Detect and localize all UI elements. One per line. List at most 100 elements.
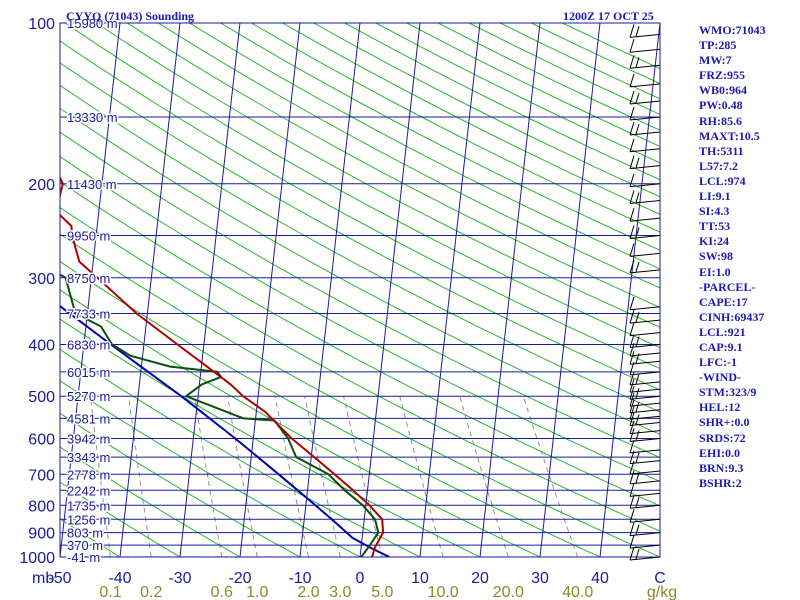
- pressure-tick-label: 800: [28, 498, 55, 515]
- wind-barb: [629, 439, 661, 454]
- index-ki: KI:24: [699, 234, 729, 249]
- index-cinh: CINH:69437: [699, 309, 765, 324]
- wind-barb: [629, 243, 661, 257]
- station-title: CYYQ (71043) Sounding: [66, 9, 195, 23]
- index-tt: TT:53: [699, 219, 731, 234]
- height-label: 1735 m: [67, 498, 110, 513]
- index-pw: PW:0.48: [699, 98, 743, 113]
- index-wb0: WB0:964: [699, 83, 747, 98]
- wind-barb: [629, 334, 661, 348]
- wind-barb: [629, 39, 661, 53]
- parcel-heading: -PARCEL-: [699, 279, 756, 294]
- wind-barb: [629, 483, 661, 497]
- index-hel: HEL:12: [699, 400, 741, 415]
- sounding-time: 1200Z 17 OCT 25: [563, 9, 654, 23]
- temperature-tick-label: 20: [471, 570, 489, 587]
- wind-barb: [629, 190, 661, 205]
- wind-barb: [629, 309, 661, 324]
- index-l57: L57:7.2: [699, 158, 738, 173]
- wind-barb: [629, 322, 661, 337]
- wind-barb: [629, 460, 661, 475]
- mixing-ratio-label: 3.0: [329, 584, 351, 600]
- pressure-tick-label: 700: [28, 467, 55, 484]
- temperature-trace: [60, 175, 385, 557]
- mixing-ratio-label: 1.0: [246, 584, 268, 600]
- isotherm: [179, 23, 241, 557]
- wind-barb: [629, 73, 661, 88]
- wind-barb: [629, 208, 661, 222]
- height-label: 8750 m: [67, 271, 110, 286]
- pressure-tick-label: 900: [28, 526, 55, 543]
- index-wmo: WMO:71043: [699, 23, 766, 37]
- pressure-tick-label: 600: [28, 432, 55, 449]
- plot-border: [59, 22, 661, 558]
- isotherm: [119, 23, 181, 557]
- temperature-tick-label: -40: [108, 570, 131, 587]
- temperature-tick-label: -50: [48, 570, 71, 587]
- index-bshr: BSHR:2: [699, 475, 742, 490]
- wind-barb: [629, 420, 661, 435]
- index-si: SI:4.3: [699, 204, 730, 219]
- plot-area: [60, 23, 660, 557]
- height-label: 370 m: [67, 538, 103, 553]
- wind-barb: [629, 379, 661, 393]
- pressure-tick-label: 500: [28, 389, 55, 406]
- x-axis-unit: C: [654, 570, 666, 587]
- wind-barb: [629, 90, 661, 105]
- wind-barb: [629, 24, 661, 38]
- pressure-tick-label: 200: [28, 177, 55, 194]
- mixing-ratio-label: 0.1: [99, 584, 121, 600]
- pressure-tick-label: 400: [28, 338, 55, 355]
- isotherm: [479, 23, 541, 557]
- wind-barb: [629, 386, 661, 400]
- wind-barb: [629, 55, 661, 69]
- index-cap: CAP:9.1: [699, 339, 743, 354]
- height-label: 4581 m: [67, 411, 110, 426]
- height-label: 2778 m: [67, 467, 110, 482]
- wind-barb: [629, 495, 661, 509]
- index-tp: TP:285: [699, 38, 737, 53]
- wind-barb: [629, 225, 661, 239]
- wind-barb: [629, 392, 661, 407]
- mixing-ratio-label: 5.0: [371, 584, 393, 600]
- index-li: LI:9.1: [699, 189, 731, 204]
- mixing-ratio-label: 20.0: [493, 584, 524, 600]
- wind-heading: -WIND-: [699, 370, 741, 385]
- index-parcel-lcl: LCL:921: [699, 324, 746, 339]
- index-sw: SW:98: [699, 249, 734, 264]
- pressure-tick-label: 300: [28, 271, 55, 288]
- wind-barb: [629, 259, 661, 274]
- wind-barb: [629, 399, 661, 414]
- height-label: 13330 m: [67, 110, 118, 125]
- index-lfc: LFC:-1: [699, 355, 737, 370]
- height-label: 9950 m: [67, 228, 110, 243]
- isotherm: [359, 23, 421, 557]
- height-label: 1256 m: [67, 512, 110, 527]
- height-label: 3343 m: [67, 450, 110, 465]
- index-ei: EI:1.0: [699, 264, 731, 279]
- isotherm: [599, 23, 660, 557]
- index-frz: FRZ:955: [699, 68, 745, 83]
- index-brn: BRN:9.3: [699, 460, 744, 475]
- parcel-trace: [60, 304, 390, 557]
- isotherm: [539, 23, 601, 557]
- wind-barb: [629, 106, 661, 121]
- height-label: 2242 m: [67, 483, 110, 498]
- x-axis-prefix: mb: [32, 570, 54, 587]
- index-th: TH:5311: [699, 143, 744, 158]
- wind-barb: [629, 361, 661, 376]
- temperature-tick-label: -30: [168, 570, 191, 587]
- index-srds: SRDS:72: [699, 430, 746, 445]
- isotherm: [419, 23, 481, 557]
- wind-barb: [629, 450, 661, 465]
- index-rh: RH:85.6: [699, 113, 742, 128]
- wind-barb: [629, 173, 661, 188]
- index-lcl: LCL:974: [699, 173, 746, 188]
- mixing-ratio-unit: g/kg: [647, 584, 677, 600]
- temperature-tick-label: 10: [411, 570, 429, 587]
- mixing-ratio-label: 0.2: [140, 584, 162, 600]
- height-label: 11430 m: [67, 177, 117, 192]
- isotherm: [60, 23, 121, 557]
- wind-barb: [629, 351, 661, 365]
